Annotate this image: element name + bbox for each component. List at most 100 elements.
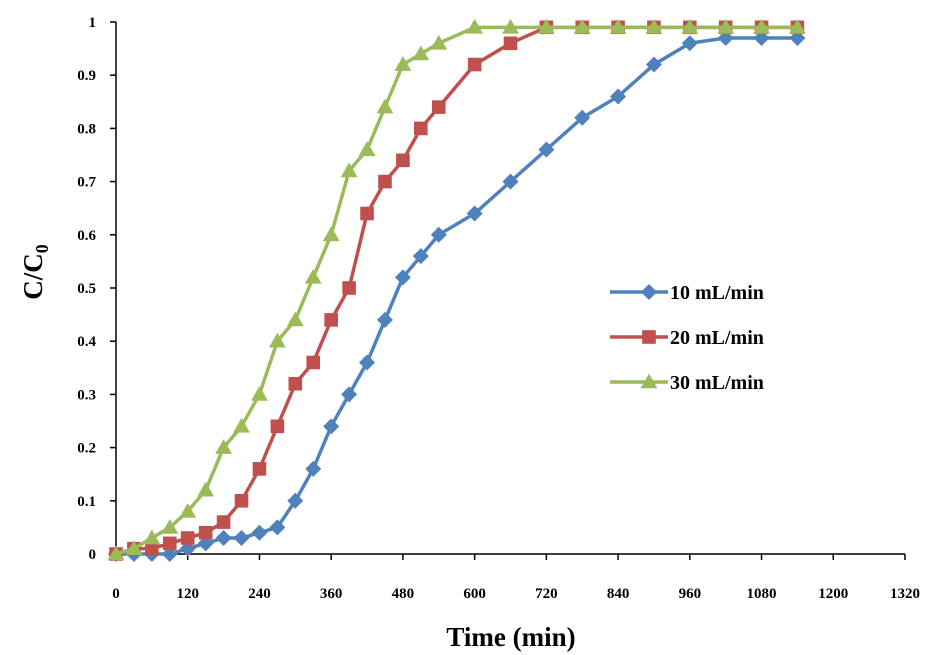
data-point [376,311,393,328]
x-tick-label: 1080 [747,586,777,602]
data-point [233,530,250,547]
data-point [412,248,429,265]
x-tick-label: 240 [248,586,271,602]
data-point [378,174,392,189]
data-point [466,205,483,222]
data-point [681,18,699,34]
data-point [414,121,428,136]
tick-labels: 0 120 240 360 480 600 720 840 960 1080 1200 1320 0 0.… [77,15,920,602]
data-point [304,268,322,284]
y-tick-label: 0.1 [77,494,96,510]
y-axis-title-main: C/C [18,253,48,300]
data-point [269,519,286,536]
legend-entry: 30 mL/min [610,372,764,394]
data-point [107,545,125,561]
x-tick-label: 840 [607,586,630,602]
x-tick-label: 600 [463,586,486,602]
data-point [322,226,340,242]
data-point [394,56,412,71]
data-point [287,492,304,509]
y-tick-label: 0.8 [77,121,96,137]
y-tick-label: 1 [89,15,97,31]
data-point [288,376,303,391]
legend-label: 20 mL/min [670,327,764,349]
legend-label: 30 mL/min [670,372,764,394]
data-point [162,536,177,551]
x-tick-label: 1320 [890,586,920,602]
x-tick-label: 360 [320,586,343,602]
y-axis-title: C/C0 [18,244,52,300]
data-point [216,515,231,529]
data-point [431,100,446,114]
data-point [645,18,663,34]
series-3 [107,18,806,561]
data-point [215,439,232,454]
x-axis-title: Time (min) [446,622,575,652]
data-point [180,531,195,545]
data-point [430,34,448,50]
legend-entry: 20 mL/min [610,327,764,349]
data-point [233,417,250,433]
plot-axes [110,21,906,560]
data-point [753,18,770,34]
legend-swatch-marker [640,373,658,389]
data-point [681,35,698,52]
data-point [609,18,627,34]
data-point [161,519,179,534]
legend: 10 mL/min 20 mL/min 30 mL/min [610,282,764,394]
data-point [645,56,662,73]
data-point [179,503,197,518]
data-point [502,173,519,190]
data-point [503,36,518,51]
data-point [215,530,232,547]
data-point [573,18,591,34]
y-tick-label: 0.4 [77,334,96,350]
y-tick-label: 0 [89,547,97,563]
data-point [197,481,215,497]
data-point [467,57,482,72]
legend-swatch-marker [641,284,657,300]
x-tick-label: 0 [112,586,120,602]
x-tick-label: 1200 [818,586,848,602]
x-tick-label: 480 [392,586,415,602]
data-point [717,18,735,34]
data-series [107,18,806,562]
data-point [286,311,304,327]
legend-entry: 10 mL/min [610,282,764,304]
y-tick-label: 0.9 [77,68,96,84]
data-point [342,281,356,295]
legend-label: 10 mL/min [670,282,764,304]
y-tick-label: 0.2 [77,441,96,457]
data-point [145,541,159,556]
data-point [610,88,627,105]
data-point [341,386,358,403]
data-point [376,98,394,114]
x-tick-label: 960 [679,586,702,602]
data-point [502,18,519,34]
data-point [268,332,286,348]
data-point [394,269,411,286]
data-point [358,141,376,156]
data-point [430,226,447,243]
series-1 [108,29,806,562]
data-point [789,18,806,34]
data-point [359,354,376,371]
data-point [143,529,161,545]
x-tick-label: 720 [535,586,558,602]
data-point [324,313,338,327]
data-point [306,355,321,370]
data-point [466,18,484,34]
data-point [234,494,249,508]
data-point [252,462,267,476]
data-point [323,418,340,435]
y-tick-label: 0.5 [77,281,96,297]
data-point [538,141,555,158]
data-point [270,419,285,434]
data-point [251,524,268,541]
data-point [360,206,374,221]
y-tick-label: 0.6 [77,228,96,244]
legend-swatch-marker [642,330,656,344]
x-tick-label: 120 [176,586,199,602]
y-tick-label: 0.3 [77,387,96,403]
